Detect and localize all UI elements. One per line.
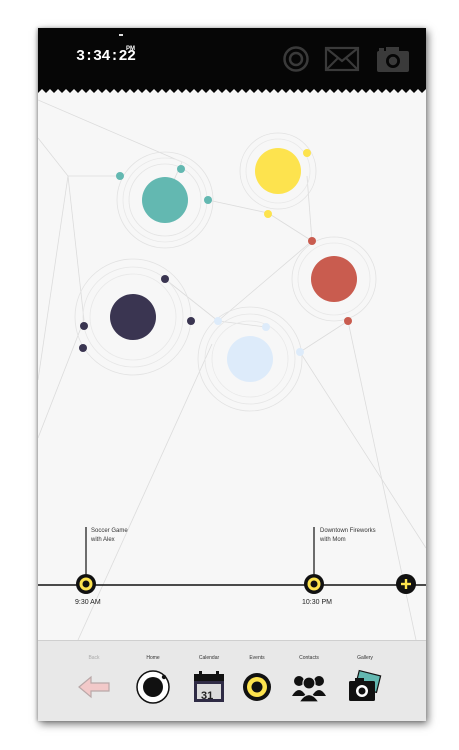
clock-ampm: PM [126, 46, 135, 52]
timeline [38, 527, 426, 586]
nav-back-label: Back [88, 655, 100, 661]
planet-teal[interactable] [116, 151, 214, 249]
planet-canvas [38, 99, 426, 641]
gallery-icon [349, 669, 382, 701]
calendar-icon [194, 671, 224, 702]
nav-calendar-button[interactable]: Calendar 31 [186, 649, 232, 715]
event-label-1[interactable]: Soccer Game with Alex [91, 527, 128, 545]
add-event-button[interactable] [396, 574, 416, 594]
target-icon[interactable] [282, 45, 310, 73]
home-planet-icon [136, 670, 170, 704]
nav-calendar-label: Calendar [198, 655, 220, 661]
phone-screen: Soccer Game with Alex Downtown Fireworks… [38, 28, 426, 721]
planet-red[interactable] [291, 236, 377, 325]
contacts-icon [292, 676, 326, 703]
event-2-subtitle: with Mom [320, 537, 346, 543]
back-arrow-icon [78, 675, 110, 699]
nav-gallery-button[interactable]: Gallery [342, 649, 388, 715]
event-label-2[interactable]: Downtown Fireworks with Mom [320, 527, 376, 545]
nav-home-button[interactable]: Home [130, 649, 176, 715]
timeline-event-marker-1[interactable] [76, 574, 96, 594]
nav-contacts-label: Contacts [299, 655, 319, 661]
bottom-navigation: Back Home Calendar 31 [38, 640, 426, 721]
event-2-time: 10:30 PM [302, 599, 332, 606]
status-bar-zigzag-edge [38, 86, 426, 93]
planet-pale-blue[interactable] [197, 306, 304, 412]
status-bar: 3:34:22 PM [38, 28, 426, 86]
nav-home-label: Home [146, 655, 160, 661]
events-ring-icon [243, 673, 271, 701]
calendar-day: 31 [201, 690, 214, 702]
nav-back-button[interactable]: Back [71, 649, 117, 715]
planet-navy[interactable] [74, 258, 195, 376]
nav-gallery-label: Gallery [357, 655, 373, 661]
nav-contacts-button[interactable]: Contacts [286, 649, 332, 715]
timeline-event-marker-2[interactable] [304, 574, 324, 594]
event-1-time: 9:30 AM [75, 599, 101, 606]
notification-dot [119, 34, 123, 36]
planet-yellow[interactable] [239, 132, 317, 218]
camera-icon[interactable] [376, 45, 410, 73]
event-1-subtitle: with Alex [91, 537, 115, 543]
event-1-title: Soccer Game [91, 528, 128, 534]
event-2-title: Downtown Fireworks [320, 528, 376, 534]
clock-time: 3:34:22 [76, 48, 136, 65]
mail-icon[interactable] [324, 45, 360, 73]
nav-events-label: Events [249, 655, 265, 661]
nav-events-button[interactable]: Events [234, 649, 280, 715]
